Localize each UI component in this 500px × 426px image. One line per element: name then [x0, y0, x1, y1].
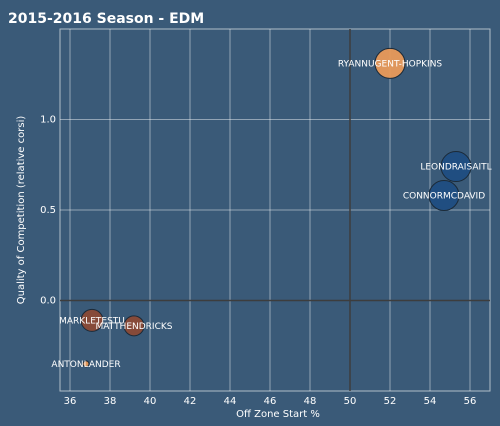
data-label: ANTONLANDER — [51, 360, 120, 370]
data-labels: RYANNUGENT-HOPKINS LEONDRAISAITL CONNORMCD… — [51, 59, 491, 369]
data-point — [123, 315, 145, 337]
data-label: CONNORMCDAVID — [403, 192, 485, 202]
x-tick-label: 42 — [184, 396, 197, 407]
x-tick-label: 52 — [384, 396, 397, 407]
chart-title: 2015-2016 Season - EDM — [8, 11, 204, 27]
x-tick-label: 44 — [224, 396, 237, 407]
data-label: LEONDRAISAITL — [420, 163, 491, 173]
data-point — [428, 180, 460, 212]
y-tick-label: 0.0 — [40, 296, 56, 307]
x-tick-label: 56 — [464, 396, 477, 407]
x-tick-label: 54 — [424, 396, 437, 407]
x-tick-label: 46 — [264, 396, 277, 407]
y-axis-ticks: 0.0 0.5 1.0 — [40, 115, 56, 307]
x-tick-label: 38 — [104, 396, 117, 407]
y-tick-label: 0.5 — [40, 205, 56, 216]
y-axis-title: Quality of Competition (relative corsi) — [16, 116, 27, 305]
data-label: MARKLETESTU — [59, 316, 125, 326]
data-point — [440, 151, 472, 183]
data-point — [374, 47, 406, 79]
x-tick-label: 48 — [304, 396, 317, 407]
data-label: RYANNUGENT-HOPKINS — [338, 59, 443, 69]
data-label: MATTHENDRICKS — [96, 322, 173, 332]
reference-lines — [60, 29, 490, 391]
data-point — [80, 308, 104, 332]
x-axis-title: Off Zone Start % — [236, 409, 320, 420]
x-tick-label: 36 — [64, 396, 77, 407]
x-axis-ticks: 36 38 40 42 44 46 48 50 52 54 56 — [64, 396, 477, 407]
grid — [60, 29, 490, 391]
x-tick-label: 50 — [344, 396, 357, 407]
data-point — [82, 360, 90, 368]
data-points — [80, 47, 472, 368]
x-tick-label: 40 — [144, 396, 157, 407]
y-tick-label: 1.0 — [40, 115, 56, 126]
